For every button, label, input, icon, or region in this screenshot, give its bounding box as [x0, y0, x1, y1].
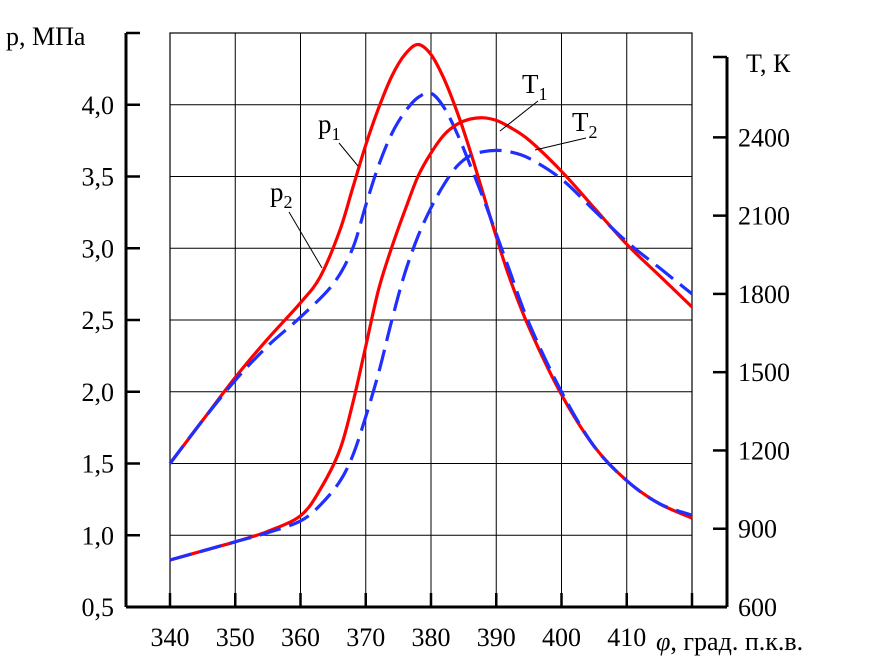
y-right-tick-label: 1500	[738, 358, 790, 387]
x-tick-label: 370	[346, 623, 385, 652]
y-left-tick-label: 3,5	[82, 163, 115, 192]
x-tick-label: 400	[542, 623, 581, 652]
x-tick-label: 380	[412, 623, 451, 652]
y-left-tick-label: 1,0	[82, 521, 115, 550]
y-right-axis-title: T, К	[746, 49, 791, 78]
x-axis-title-text: , град. п.к.в.	[670, 627, 803, 656]
y-left-tick-label: 1,5	[82, 450, 115, 479]
y-left-tick-label: 2,0	[82, 378, 115, 407]
y-right-tick-label: 2400	[738, 123, 790, 152]
series-line-T1	[169, 116, 694, 562]
series-label-main: T	[572, 107, 589, 137]
x-tick-label: 340	[151, 623, 190, 652]
series-line-p2	[168, 91, 693, 517]
y-right-tick-label: 900	[738, 515, 777, 544]
series-label-main: p	[318, 109, 332, 139]
leader-line-p2	[288, 211, 323, 269]
y-right-tick-label: 600	[738, 593, 777, 622]
series-label-subscript: 2	[589, 122, 598, 142]
series-label-main: T	[522, 69, 539, 99]
y-left-tick-label: 2,5	[82, 306, 115, 335]
x-tick-label: 390	[477, 623, 516, 652]
y-left-axis-title: p, МПа	[6, 22, 86, 51]
y-left-tick-label: 3,0	[82, 234, 115, 263]
leader-line-T2	[534, 137, 587, 151]
y-right-tick-label: 1800	[738, 280, 790, 309]
series-label-T1: T1	[522, 69, 548, 104]
grid	[169, 32, 693, 608]
y-left-tick-label: 4,0	[82, 91, 115, 120]
y-left-tick-label: 0,5	[82, 593, 115, 622]
series-label-T2: T2	[572, 107, 598, 142]
x-tick-label: 350	[216, 623, 255, 652]
x-axis-symbol: φ	[656, 627, 670, 656]
x-tick-label: 360	[281, 623, 320, 652]
leader-line-T1	[499, 100, 539, 132]
series-label-p2: p2	[270, 177, 293, 212]
leader-line-p1	[338, 142, 359, 167]
axes-layer: 0,5 1,0 1,5 2,0 2,5 3,0 3,5 4,0 600 900 1200 1500 18…	[82, 31, 790, 652]
y-right-tick-label: 2100	[738, 202, 790, 231]
series-label-main: p	[270, 177, 284, 207]
series-label-subscript: 2	[284, 192, 293, 212]
series-label-subscript: 1	[539, 84, 548, 104]
series-label-subscript: 1	[332, 124, 341, 144]
y-right-tick-label: 1200	[738, 436, 790, 465]
x-axis-title: φ, град. п.к.в.	[656, 627, 803, 656]
x-tick-label: 410	[607, 623, 646, 652]
series-layer	[168, 42, 694, 562]
series-line-T2	[169, 148, 693, 562]
series-label-p1: p1	[318, 109, 341, 144]
